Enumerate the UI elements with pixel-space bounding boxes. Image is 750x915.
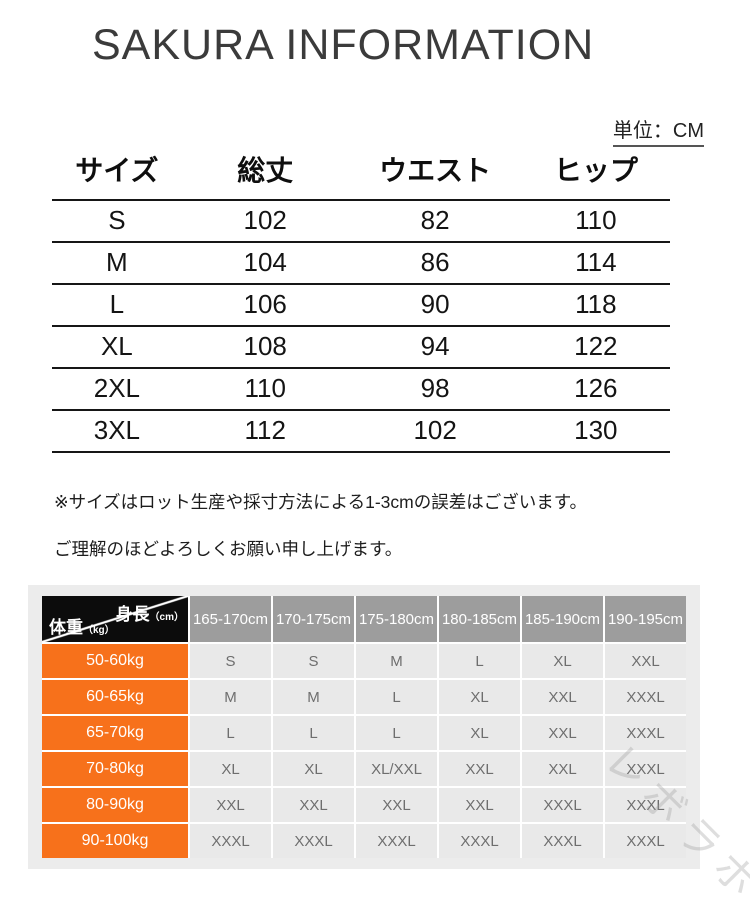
matrix-size-cell: L (190, 716, 271, 750)
height-header-cell: 190-195cm (605, 596, 686, 642)
weight-header-cell: 65-70kg (42, 716, 188, 750)
matrix-size-cell: XXXL (605, 680, 686, 714)
waist-cell: 98 (420, 373, 450, 404)
waist-cell: 102 (413, 415, 457, 446)
height-header-cell: 185-190cm (522, 596, 603, 642)
matrix-size-cell: M (356, 644, 437, 678)
matrix-size-cell: XXL (522, 752, 603, 786)
height-header-cell: 165-170cm (190, 596, 271, 642)
matrix-size-cell: XXXL (356, 824, 437, 858)
hip-cell: 130 (574, 415, 618, 446)
size-table-header-waist: ウエスト (379, 155, 492, 187)
waist-cell: 82 (420, 205, 450, 236)
length-cell: 104 (243, 247, 287, 278)
matrix-size-cell: XXL (522, 680, 603, 714)
height-header-cell: 170-175cm (273, 596, 354, 642)
matrix-size-cell: XXXL (605, 824, 686, 858)
waist-cell: 90 (420, 289, 450, 320)
diagonal-line (42, 596, 188, 642)
matrix-size-cell: M (273, 680, 354, 714)
size-table-row: M 104 86 114 (52, 242, 670, 285)
size-cell: M (106, 247, 128, 278)
matrix-size-cell: S (273, 644, 354, 678)
length-cell: 110 (244, 373, 286, 404)
size-table-row: S 102 82 110 (52, 200, 670, 243)
unit-label: 単位：CM (612, 114, 704, 147)
matrix-size-cell: XXL (439, 752, 520, 786)
weight-header-cell: 60-65kg (42, 680, 188, 714)
weight-header-cell: 50-60kg (42, 644, 188, 678)
matrix-size-cell: XL (439, 680, 520, 714)
matrix-size-cell: XXXL (605, 788, 686, 822)
waist-cell: 94 (420, 331, 450, 362)
matrix-size-cell: XL/XXL (356, 752, 437, 786)
height-header-cell: 175-180cm (356, 596, 437, 642)
length-cell: 112 (244, 415, 286, 446)
size-table: サイズ 総丈 ウエスト ヒップ S 102 82 110 M 104 86 11… (52, 145, 670, 453)
size-cell: L (109, 289, 125, 320)
matrix-size-cell: M (190, 680, 271, 714)
matrix-corner-cell: 身長（cm） 体重（kg） (42, 596, 188, 642)
size-cell: S (108, 205, 126, 236)
size-table-row: 2XL 110 98 126 (52, 368, 670, 411)
weight-header-cell: 80-90kg (42, 788, 188, 822)
matrix-size-cell: XL (190, 752, 271, 786)
length-cell: 102 (243, 205, 287, 236)
size-table-header-hip: ヒップ (553, 155, 638, 187)
size-table-header-row: サイズ 総丈 ウエスト ヒップ (52, 145, 670, 201)
matrix-size-cell: XXXL (190, 824, 271, 858)
size-table-row: L 106 90 118 (52, 284, 670, 327)
size-table-row: XL 108 94 122 (52, 326, 670, 369)
weight-header-cell: 70-80kg (42, 752, 188, 786)
note-line: ※サイズはロット生産や採寸方法による1-3cmの誤差はございます。 (54, 492, 587, 513)
weight-header-cell: 90-100kg (42, 824, 188, 858)
height-header-cell: 180-185cm (439, 596, 520, 642)
matrix-size-cell: XXL (439, 788, 520, 822)
matrix-size-cell: XXL (522, 716, 603, 750)
hip-cell: 126 (574, 373, 618, 404)
size-matrix: 身長（cm） 体重（kg） 165-170cm 170-175cm 175-18… (42, 596, 686, 858)
matrix-size-cell: XL (273, 752, 354, 786)
matrix-size-cell: L (356, 680, 437, 714)
corner-weight-label: 体重（kg） (49, 618, 115, 637)
matrix-size-cell: XXXL (439, 824, 520, 858)
size-cell: 2XL (93, 373, 141, 404)
matrix-size-cell: S (190, 644, 271, 678)
matrix-size-cell: XXL (605, 644, 686, 678)
matrix-size-cell: XXXL (273, 824, 354, 858)
matrix-size-cell: L (356, 716, 437, 750)
matrix-size-cell: XXL (356, 788, 437, 822)
size-cell: 3XL (93, 415, 141, 446)
size-table-row: 3XL 112 102 130 (52, 410, 670, 453)
matrix-size-cell: XL (439, 716, 520, 750)
length-cell: 108 (243, 331, 287, 362)
size-table-header-length: 総丈 (237, 155, 294, 187)
matrix-size-cell: XXL (190, 788, 271, 822)
hip-cell: 110 (575, 205, 617, 236)
page-title: SAKURA INFORMATION (92, 21, 595, 69)
waist-cell: 86 (420, 247, 450, 278)
matrix-size-cell: XXL (273, 788, 354, 822)
size-matrix-panel: 身長（cm） 体重（kg） 165-170cm 170-175cm 175-18… (28, 585, 700, 869)
corner-height-label: 身長（cm） (115, 605, 184, 624)
hip-cell: 114 (575, 247, 617, 278)
matrix-size-cell: XXXL (605, 752, 686, 786)
size-table-header-size: サイズ (75, 155, 159, 187)
matrix-size-cell: L (439, 644, 520, 678)
matrix-size-cell: XL (522, 644, 603, 678)
matrix-size-cell: L (273, 716, 354, 750)
length-cell: 106 (243, 289, 287, 320)
matrix-size-cell: XXXL (522, 824, 603, 858)
matrix-size-cell: XXXL (605, 716, 686, 750)
note-line: ご理解のほどよろしくお願い申し上げます。 (54, 538, 403, 559)
hip-cell: 122 (574, 331, 618, 362)
size-cell: XL (100, 331, 133, 362)
matrix-size-cell: XXXL (522, 788, 603, 822)
hip-cell: 118 (575, 289, 617, 320)
